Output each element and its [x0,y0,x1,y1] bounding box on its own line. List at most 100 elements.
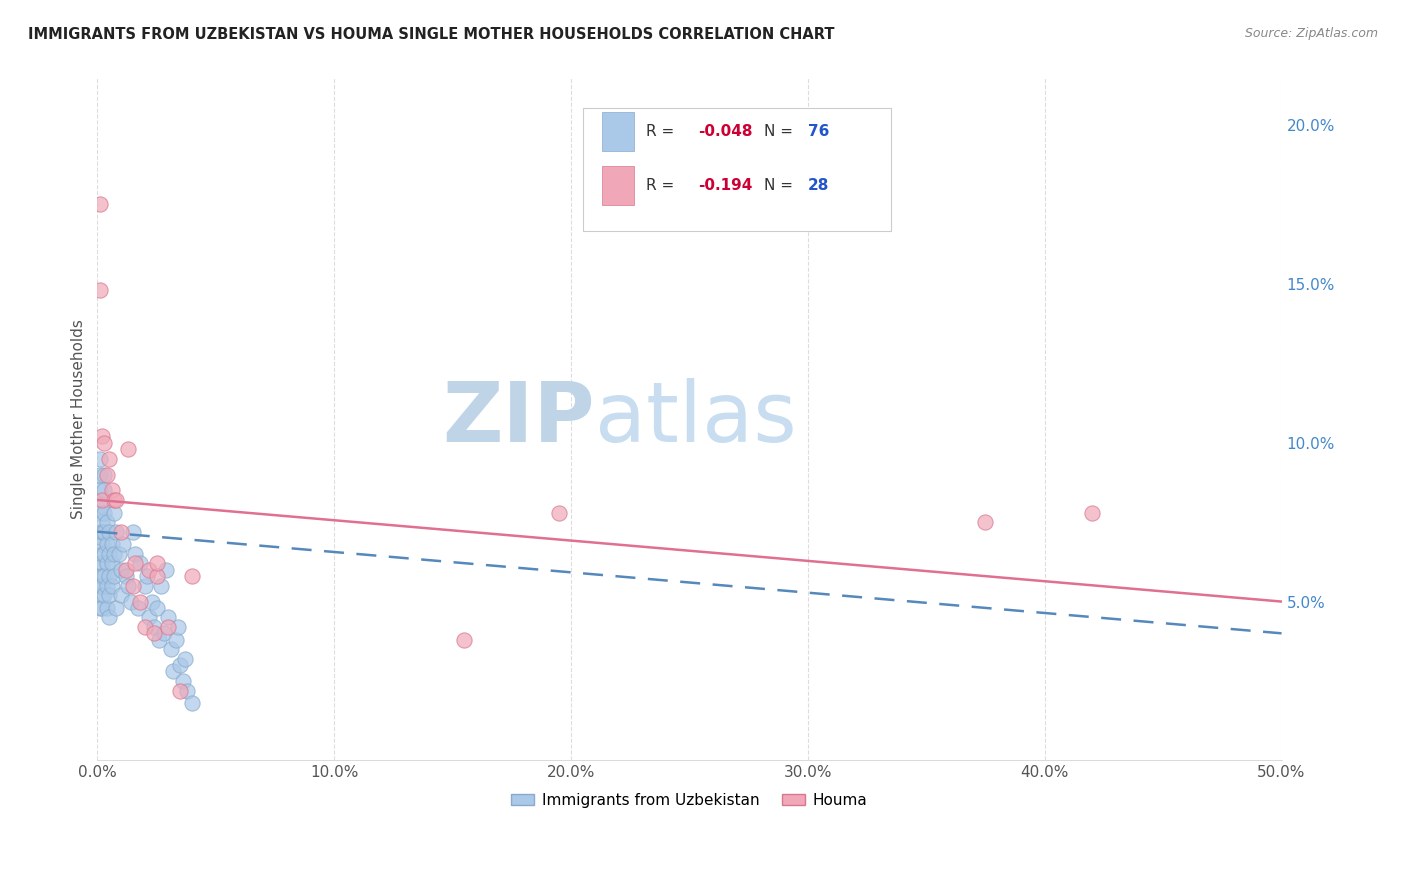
Point [120,594,142,608]
Point [110,563,132,577]
Point [91,557,114,571]
Point [98,610,121,624]
Point [117,442,139,456]
Text: ZIP: ZIP [443,378,595,459]
Point [165,632,187,647]
Point [145,557,167,571]
Point [159,642,181,657]
Point [167,620,190,634]
Text: N =: N = [763,124,799,138]
Point [124,557,146,571]
Point [89,451,111,466]
Point [141,594,163,608]
Point [152,626,174,640]
Point [91,547,114,561]
Point [145,569,167,583]
Point [134,579,156,593]
Point [103,547,125,561]
Text: 28: 28 [808,178,830,194]
Point [148,632,170,647]
Point [89,557,111,571]
Point [89,483,111,498]
Point [96,557,118,571]
Point [93,467,115,482]
Point [157,610,180,624]
Point [124,547,146,561]
Point [157,620,180,634]
Point [114,563,136,577]
Point [100,483,122,498]
Text: 76: 76 [808,124,830,138]
Point [112,537,135,551]
Point [93,569,115,583]
Point [136,569,159,583]
Point [91,588,114,602]
Point [162,665,184,679]
Point [110,588,132,602]
Point [89,569,111,583]
Point [93,524,115,539]
Legend: Immigrants from Uzbekistan, Houma: Immigrants from Uzbekistan, Houma [505,787,873,814]
Point [134,620,156,634]
Y-axis label: Single Mother Households: Single Mother Households [72,319,86,519]
Point [129,557,152,571]
Point [98,451,121,466]
Point [155,563,177,577]
Point [98,524,121,539]
Point [96,467,118,482]
Point [122,524,145,539]
Point [138,610,160,624]
Point [96,579,118,593]
Point [91,531,114,545]
Point [91,515,114,529]
Point [174,651,197,665]
Point [122,579,145,593]
Text: N =: N = [763,178,799,194]
Text: -0.194: -0.194 [697,178,752,194]
Point [169,658,191,673]
Text: R =: R = [645,178,679,194]
Point [103,569,125,583]
Point [89,283,111,297]
FancyBboxPatch shape [602,166,634,205]
Text: IMMIGRANTS FROM UZBEKISTAN VS HOUMA SINGLE MOTHER HOUSEHOLDS CORRELATION CHART: IMMIGRANTS FROM UZBEKISTAN VS HOUMA SING… [28,27,835,42]
Point [181,569,204,583]
Point [91,579,114,593]
Point [89,579,111,593]
Point [105,601,128,615]
Point [93,588,115,602]
Point [1081,506,1104,520]
Point [89,524,111,539]
Point [453,632,475,647]
Point [89,467,111,482]
Point [169,683,191,698]
Point [107,547,129,561]
Point [96,601,118,615]
Point [100,557,122,571]
Point [172,673,194,688]
Point [91,492,114,507]
Point [129,594,152,608]
Point [91,500,114,514]
Point [93,547,115,561]
Point [105,524,128,539]
Point [150,579,173,593]
Point [548,506,571,520]
Point [974,515,997,529]
Point [143,626,166,640]
Point [110,524,132,539]
Point [91,601,114,615]
Point [103,506,125,520]
Point [96,537,118,551]
Point [176,683,198,698]
Point [145,601,167,615]
Point [98,547,121,561]
FancyBboxPatch shape [583,108,891,231]
Point [98,588,121,602]
Point [91,524,114,539]
Point [117,579,139,593]
Point [181,696,204,710]
Point [103,492,125,507]
Point [93,435,115,450]
Point [89,601,111,615]
